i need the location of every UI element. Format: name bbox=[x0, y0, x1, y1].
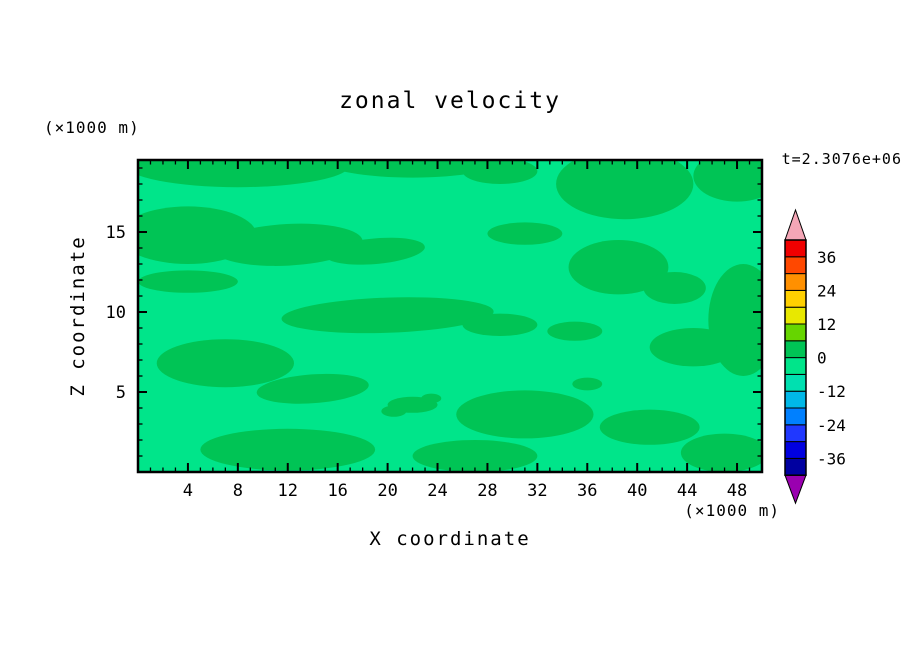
svg-text:36: 36 bbox=[577, 481, 597, 501]
x-tick-labels: 4 8 12 16 20 24 28 32 36 40 44 48 bbox=[183, 481, 747, 501]
y-axis-title: Z coordinate bbox=[67, 235, 89, 397]
svg-text:8: 8 bbox=[233, 481, 243, 501]
svg-text:40: 40 bbox=[627, 481, 647, 501]
svg-text:36: 36 bbox=[817, 248, 836, 267]
svg-text:0: 0 bbox=[817, 349, 827, 368]
svg-text:-36: -36 bbox=[817, 449, 846, 468]
svg-text:10: 10 bbox=[106, 303, 126, 323]
x-axis-title: X coordinate bbox=[369, 528, 531, 550]
contour-field bbox=[138, 160, 762, 472]
colorbar-labels: 36 24 12 0 -12 -24 -36 bbox=[817, 248, 846, 469]
plot-frame bbox=[136, 158, 764, 474]
colorbar-under-arrow bbox=[784, 474, 807, 505]
chart-title: zonal velocity bbox=[339, 88, 561, 114]
svg-text:24: 24 bbox=[427, 481, 447, 501]
svg-text:5: 5 bbox=[116, 383, 126, 403]
svg-text:24: 24 bbox=[817, 281, 836, 300]
svg-text:12: 12 bbox=[278, 481, 298, 501]
svg-text:20: 20 bbox=[377, 481, 397, 501]
svg-text:44: 44 bbox=[677, 481, 697, 501]
svg-text:16: 16 bbox=[327, 481, 347, 501]
colorbar-over-arrow bbox=[784, 208, 807, 241]
svg-text:-12: -12 bbox=[817, 382, 846, 401]
y-tick-labels: 5 10 15 bbox=[106, 223, 126, 403]
svg-text:15: 15 bbox=[106, 223, 126, 243]
y-axis-units-label: (×1000 m) bbox=[44, 118, 140, 137]
colorbar bbox=[784, 208, 807, 505]
svg-text:32: 32 bbox=[527, 481, 547, 501]
svg-text:12: 12 bbox=[817, 315, 836, 334]
time-annotation: t=2.3076e+06 bbox=[781, 150, 902, 168]
svg-text:48: 48 bbox=[727, 481, 747, 501]
x-axis-units-label: (×1000 m) bbox=[684, 501, 780, 520]
svg-text:28: 28 bbox=[477, 481, 497, 501]
svg-text:-24: -24 bbox=[817, 416, 846, 435]
svg-text:4: 4 bbox=[183, 481, 193, 501]
